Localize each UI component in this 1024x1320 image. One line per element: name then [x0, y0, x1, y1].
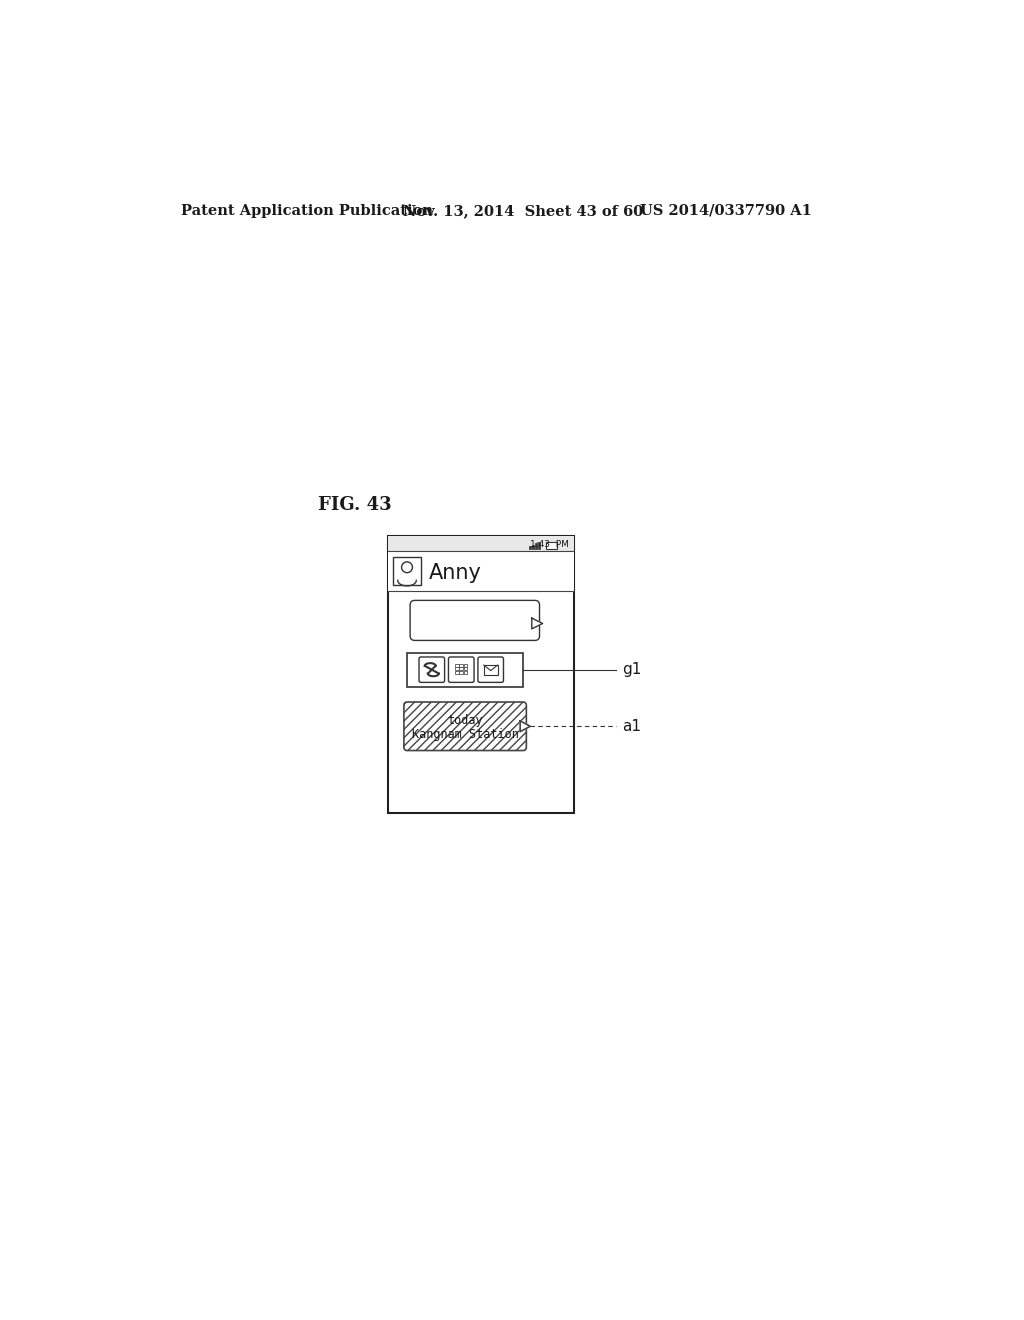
Bar	[464, 671, 467, 675]
Text: today: today	[447, 714, 483, 727]
Bar	[528, 546, 530, 549]
Circle shape	[401, 562, 413, 573]
Bar	[460, 664, 463, 667]
Bar	[464, 664, 467, 667]
FancyBboxPatch shape	[410, 601, 540, 640]
Text: FIG. 43: FIG. 43	[317, 496, 391, 513]
Bar	[531, 545, 534, 549]
Bar	[388, 536, 573, 552]
Text: Patent Application Publication: Patent Application Publication	[180, 203, 433, 218]
Polygon shape	[531, 618, 543, 628]
FancyBboxPatch shape	[478, 657, 504, 682]
Bar	[455, 671, 459, 675]
Bar	[460, 668, 463, 671]
Bar	[388, 552, 573, 591]
Bar	[460, 671, 463, 675]
Text: Anny: Anny	[429, 562, 481, 582]
Bar	[557, 544, 558, 546]
Text: g1: g1	[623, 663, 642, 677]
Bar	[455, 664, 459, 667]
Bar	[464, 668, 467, 671]
Bar	[538, 543, 540, 549]
Bar	[455, 668, 459, 671]
FancyBboxPatch shape	[449, 657, 474, 682]
Text: US 2014/0337790 A1: US 2014/0337790 A1	[640, 203, 811, 218]
Bar	[393, 557, 421, 585]
Text: Kangnam Station: Kangnam Station	[412, 727, 518, 741]
Text: 1:43  PM: 1:43 PM	[530, 540, 569, 549]
Bar	[483, 665, 498, 675]
Bar	[546, 543, 557, 549]
Bar	[535, 544, 537, 549]
Text: a1: a1	[623, 719, 641, 734]
FancyBboxPatch shape	[419, 657, 444, 682]
Text: Nov. 13, 2014  Sheet 43 of 60: Nov. 13, 2014 Sheet 43 of 60	[403, 203, 643, 218]
Polygon shape	[520, 721, 530, 731]
Bar	[407, 653, 523, 686]
Bar	[388, 536, 573, 813]
